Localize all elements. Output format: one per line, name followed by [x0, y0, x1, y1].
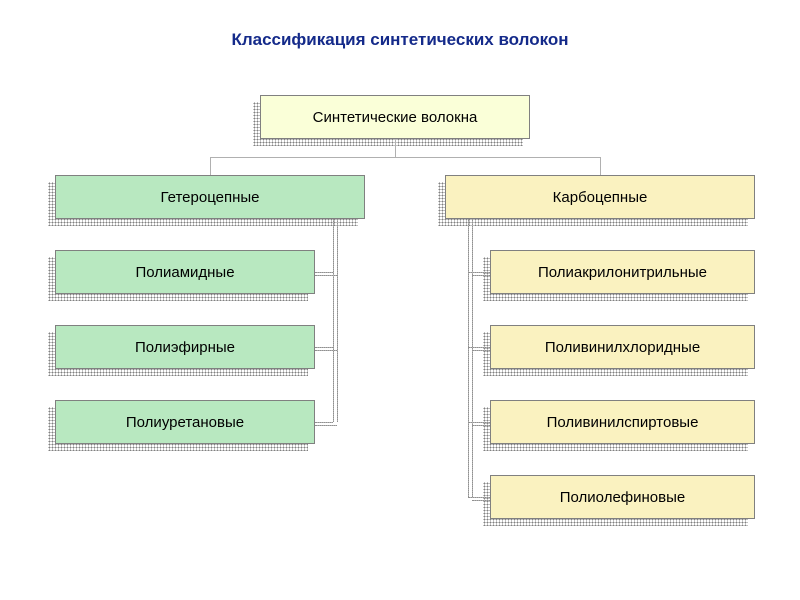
node-r1: Полиакрилонитрильные — [490, 250, 755, 294]
connector — [395, 139, 396, 157]
node-left_head: Гетероцепные — [55, 175, 365, 219]
connector — [315, 350, 337, 351]
node-label: Полиуретановые — [126, 414, 244, 431]
node-r3: Поливинилспиртовые — [490, 400, 755, 444]
node-r2: Поливинилхлоридные — [490, 325, 755, 369]
connector — [315, 422, 333, 423]
node-label: Синтетические волокна — [313, 109, 478, 126]
connector — [472, 425, 490, 426]
connector — [468, 422, 490, 423]
connector — [333, 219, 334, 422]
node-r4: Полиолефиновые — [490, 475, 755, 519]
node-label: Поливинилспиртовые — [547, 414, 699, 431]
node-label: Карбоцепные — [553, 189, 648, 206]
node-l2: Полиэфирные — [55, 325, 315, 369]
connector — [337, 219, 338, 422]
connector — [472, 500, 490, 501]
diagram-canvas: Классификация синтетических волокон Синт… — [0, 0, 800, 600]
node-l3: Полиуретановые — [55, 400, 315, 444]
node-label: Полиакрилонитрильные — [538, 264, 707, 281]
connector — [210, 157, 211, 175]
node-label: Поливинилхлоридные — [545, 339, 700, 356]
connector — [468, 347, 490, 348]
node-label: Полиолефиновые — [560, 489, 685, 506]
node-l1: Полиамидные — [55, 250, 315, 294]
connector — [315, 425, 337, 426]
node-root: Синтетические волокна — [260, 95, 530, 139]
connector — [472, 275, 490, 276]
node-right_head: Карбоцепные — [445, 175, 755, 219]
node-label: Полиамидные — [135, 264, 234, 281]
node-label: Полиэфирные — [135, 339, 235, 356]
diagram-title: Классификация синтетических волокон — [0, 30, 800, 50]
connector — [315, 272, 333, 273]
connector — [472, 350, 490, 351]
connector — [600, 157, 601, 175]
connector — [468, 219, 469, 497]
connector — [472, 219, 473, 497]
connector — [468, 497, 490, 498]
connector — [315, 275, 337, 276]
connector — [210, 157, 600, 158]
connector — [315, 347, 333, 348]
node-label: Гетероцепные — [161, 189, 260, 206]
connector — [468, 272, 490, 273]
